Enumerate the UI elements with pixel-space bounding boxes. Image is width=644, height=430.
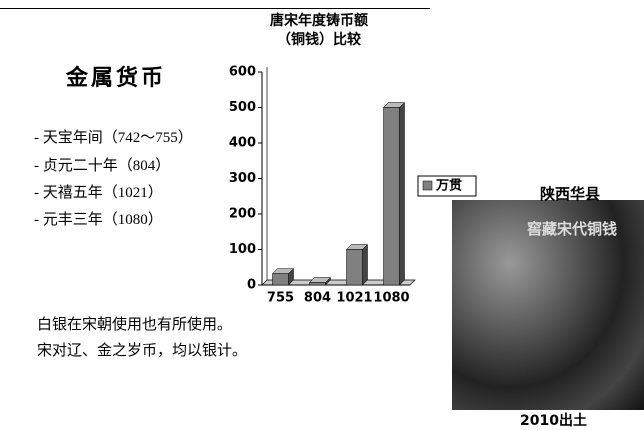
y-tick-label: 200	[229, 207, 256, 222]
y-tick-label: 500	[229, 100, 256, 115]
list-item: - 天宝年间（742～755）	[34, 130, 193, 146]
list-item: - 天禧五年（1021）	[34, 185, 163, 201]
y-tick-label: 400	[229, 136, 256, 151]
chart: 0 100 200 300 400 500 600 755 804 1021 1080 万贯	[229, 65, 477, 306]
y-tick-label: 300	[229, 171, 256, 186]
photo	[452, 200, 644, 410]
slide: 金属货币 - 天宝年间（742～755） - 贞元二十年（804） - 天禧五年…	[0, 8, 644, 429]
legend-swatch	[422, 180, 433, 191]
legend-label: 万贯	[435, 178, 462, 194]
legend-box	[417, 175, 477, 197]
bar	[383, 107, 400, 286]
x-tick-label: 755	[267, 291, 294, 306]
bar	[272, 273, 289, 286]
y-tick-label: 100	[229, 242, 256, 257]
bar	[346, 249, 363, 286]
paragraph-line: 白银在宋朝使用也有所使用。	[37, 317, 233, 333]
x-tick-label: 804	[304, 291, 331, 306]
heading: 金属货币	[66, 65, 167, 90]
bar-side	[362, 243, 368, 286]
photo-caption: 陕西华县	[540, 185, 601, 203]
y-tick-label: 0	[247, 278, 256, 293]
x-tick-label: 1021	[336, 291, 372, 306]
chart-title: 唐宋年度铸币额（铜钱）比较	[270, 13, 368, 48]
top-rule	[0, 8, 430, 9]
y-tick-label: 600	[229, 65, 256, 80]
x-tick-label: 1080	[373, 291, 409, 306]
list-item: - 元丰三年（1080）	[34, 212, 163, 228]
bar	[309, 282, 326, 286]
photo-overlay: 窖藏宋代铜钱	[527, 220, 618, 238]
bar-side	[399, 101, 405, 286]
list-item: - 贞元二十年（804）	[34, 158, 171, 174]
paragraph-line: 宋对辽、金之岁币，均以银计。	[37, 343, 248, 359]
